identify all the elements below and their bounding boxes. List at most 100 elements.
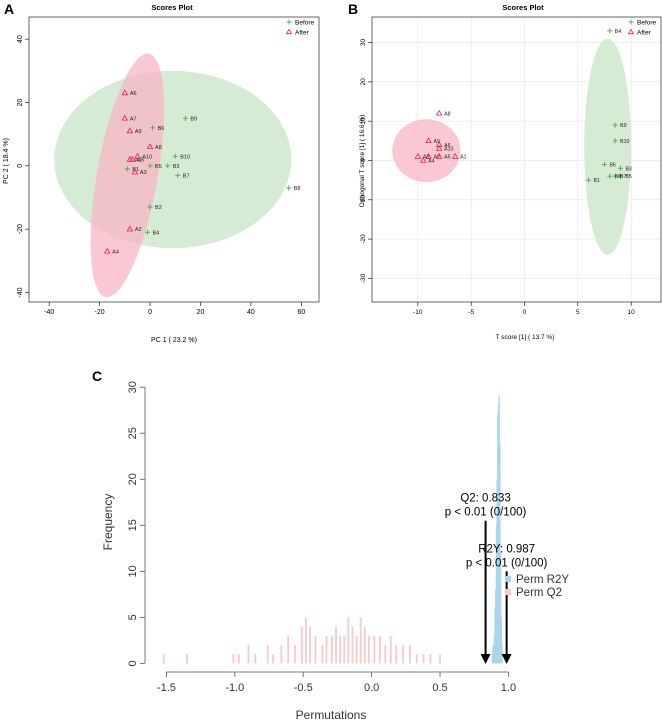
a-point-label-b3: B3 xyxy=(173,164,180,170)
a-point-label-b10: B10 xyxy=(180,154,190,160)
panel-a-title: Scores Plot xyxy=(151,3,193,12)
a-point-b6 xyxy=(149,125,156,131)
b-point-label-b5: B5 xyxy=(625,174,631,180)
panel-letter-b: B xyxy=(348,1,358,17)
a-ellipse-after xyxy=(90,53,165,298)
b-ellipse-after xyxy=(392,119,461,183)
a-point-label-b6: B6 xyxy=(158,126,165,132)
b-xtick-label: -5 xyxy=(468,309,474,316)
a-point-b10 xyxy=(172,153,178,159)
b-point-label-b4: B4 xyxy=(615,29,621,35)
a-point-label-b5: B5 xyxy=(155,164,162,170)
a-point-label-a10: A10 xyxy=(142,154,152,160)
a-point-b5 xyxy=(147,163,153,169)
c-bar-perm-q2 xyxy=(359,617,362,664)
a-ytick-label: 0 xyxy=(17,164,24,168)
c-bar-perm-q2 xyxy=(439,654,441,664)
panel-b-scores-plot: Scores Plot -10 -5 0 5 10 -30 -20 -10 0 10 20 30 B1… xyxy=(359,3,662,341)
c-bar-perm-q2 xyxy=(335,626,337,664)
b-ytick-label: -10 xyxy=(360,195,367,205)
b-xtick-label: 10 xyxy=(628,309,636,316)
b-point-label-a1: A1 xyxy=(460,155,466,161)
a-point-a4 xyxy=(103,247,111,254)
a-point-b9 xyxy=(182,115,188,121)
a-point-label-b9: B9 xyxy=(190,116,197,122)
c-ytick-label: 15 xyxy=(127,519,139,531)
c-ytick-label: 25 xyxy=(127,427,139,439)
b-point-label-b3: B3 xyxy=(625,166,631,172)
c-legend-swatch-q2 xyxy=(505,589,511,595)
b-point-label-a3: A3 xyxy=(423,155,429,161)
b-point-b6 xyxy=(601,161,608,168)
b-point-a5 xyxy=(435,152,443,159)
a-legend-marker-after xyxy=(285,28,293,35)
c-bar-perm-q2 xyxy=(363,626,366,664)
c-bar-perm-q2 xyxy=(395,644,398,664)
c-bar-perm-q2 xyxy=(384,644,387,664)
panel-letter-c: C xyxy=(92,368,102,384)
a-xtick-label: 0 xyxy=(148,309,152,316)
c-legend-label-r2y: Perm R2Y xyxy=(516,574,569,586)
a-legend-label-before: Before xyxy=(295,20,315,27)
c-bar-perm-q2 xyxy=(409,644,411,664)
c-annotation-q2-line1: Q2: 0.833 xyxy=(460,493,511,505)
c-ytick-label: 5 xyxy=(127,614,139,620)
c-bar-perm-q2 xyxy=(300,626,303,664)
panel-b-title: Scores Plot xyxy=(502,3,544,12)
b-point-b5 xyxy=(617,173,624,179)
b-point-label-b6: B6 xyxy=(609,162,615,168)
b-point-label-b9: B9 xyxy=(620,123,626,129)
a-point-label-b7: B7 xyxy=(183,173,190,179)
c-xtick-label: -1.0 xyxy=(225,682,244,694)
b-legend-marker-after xyxy=(627,28,635,35)
a-point-label-b4: B4 xyxy=(153,230,160,236)
c-xtick-label: -0.5 xyxy=(294,682,313,694)
a-point-b1 xyxy=(124,166,130,172)
b-point-a9 xyxy=(425,137,432,144)
a-point-b3 xyxy=(165,163,171,169)
c-bar-perm-q2 xyxy=(415,654,418,664)
c-bar-perm-q2 xyxy=(309,626,311,664)
a-point-label-b2: B2 xyxy=(155,205,162,211)
b-point-label-a5: A5 xyxy=(444,155,450,161)
b-ytick-label: 30 xyxy=(360,39,367,47)
b-xtick-label: 0 xyxy=(523,309,527,316)
a-point-a2 xyxy=(126,225,134,232)
b-ytick-label: 10 xyxy=(360,117,367,125)
c-bar-perm-q2 xyxy=(429,654,432,664)
b-point-b9 xyxy=(612,122,618,128)
c-bar-perm-q2 xyxy=(314,635,317,664)
a-legend-label-after: After xyxy=(295,30,310,37)
panel-a-ylabel: PC 2 ( 18.4 %) xyxy=(3,138,10,184)
c-bar-perm-q2 xyxy=(162,654,165,664)
panel-c-ylabel: Frequency xyxy=(101,494,115,551)
c-bar-perm-q2 xyxy=(247,644,250,664)
panel-b-ylabel: Orthogonal T score [1] ( 16.6 %) xyxy=(359,115,366,208)
panel-a-plot-frame xyxy=(28,16,320,303)
c-annotation-r2y-line1: R2Y: 0.987 xyxy=(478,543,535,555)
b-point-label-a4: A4 xyxy=(428,158,434,164)
panel-c-xlabel: Permutations xyxy=(296,708,367,721)
b-ytick-label: 20 xyxy=(360,78,367,86)
b-point-b4 xyxy=(607,28,613,34)
b-point-b3 xyxy=(617,165,624,171)
a-xtick-label: 60 xyxy=(297,309,305,316)
c-bar-perm-q2 xyxy=(331,635,333,664)
b-ytick-label: -20 xyxy=(360,234,367,244)
panel-a-xlabel: PC 1 ( 23.2 %) xyxy=(151,337,197,344)
panel-letter-a: A xyxy=(4,1,14,17)
b-point-label-a9: A9 xyxy=(434,139,440,145)
panel-b-plot-frame xyxy=(371,16,662,303)
c-bar-perm-q2 xyxy=(266,644,269,664)
panel-c-permutation-histogram: -1.5 -1.0 -0.5 0.0 0.5 1.0 0 5 10 15 20 25 30 Q2: 0.… xyxy=(101,381,569,721)
a-point-label-a6: A6 xyxy=(130,91,137,97)
a-point-label-a5: A5 xyxy=(137,158,144,164)
a-point-a6 xyxy=(121,89,129,96)
c-bar-perm-q2 xyxy=(186,654,188,664)
a-legend-marker-before xyxy=(286,19,292,25)
c-bar-perm-q2 xyxy=(280,644,283,664)
b-ytick-label: 0 xyxy=(360,158,367,162)
c-bar-perm-q2 xyxy=(422,654,425,664)
c-bar-perm-r2y xyxy=(501,644,503,664)
